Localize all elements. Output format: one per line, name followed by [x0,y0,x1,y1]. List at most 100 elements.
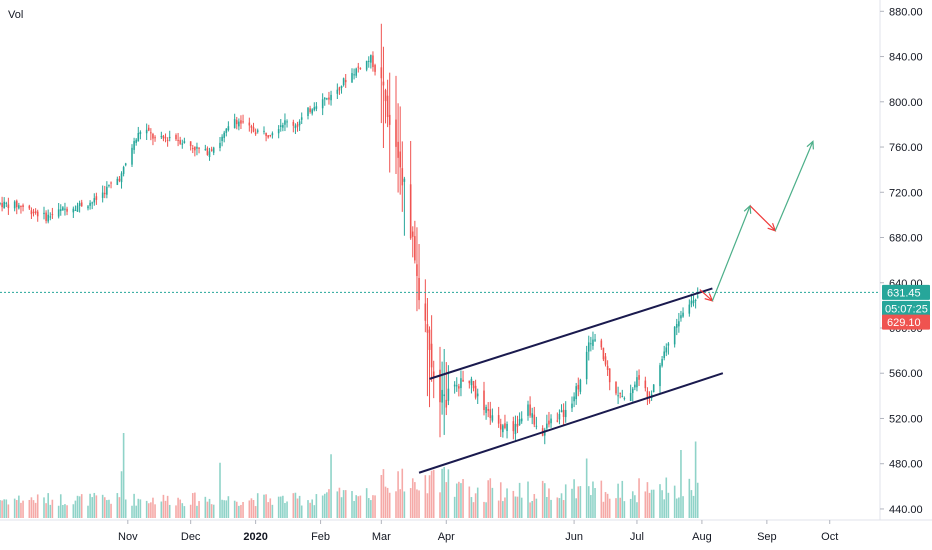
candle-body [575,386,577,400]
candle-body [550,418,552,424]
candle-body [296,124,299,127]
candle-body [313,107,316,111]
candle-body [485,406,487,413]
volume-bar [45,503,47,518]
channel-line-upper[interactable] [429,287,713,380]
volume-bar [688,478,691,518]
candle-body [590,343,592,345]
volume-bar [531,500,533,518]
volume-bar [311,499,313,518]
candle-body [338,87,341,91]
candle-body [265,132,267,136]
volume-bar [621,480,624,518]
candle-body [453,384,456,387]
candle-body [397,141,399,158]
volume-bar [447,469,450,518]
volume-bar [300,505,303,518]
candle-body [194,146,196,151]
candle-body [560,410,563,413]
volume-bar [101,494,104,518]
x-tick-label: 2020 [243,531,267,543]
volume-indicator-label[interactable]: Vol [8,9,23,21]
candle-body [675,323,678,328]
volume-bar [644,491,647,518]
candle-body [491,415,494,421]
volume-bar [558,498,561,518]
volume-bar [374,495,376,518]
candle-body [502,425,504,433]
volume-bar [418,490,420,518]
volume-bar [80,494,83,518]
candle-body [416,264,418,277]
candle-body [101,192,104,198]
volume-bar [147,503,150,518]
candle-body [154,137,156,139]
volume-bar [206,501,209,518]
candle-body [124,163,127,166]
projection-segment[interactable] [711,205,751,302]
candle-body [208,151,211,158]
volume-bar [168,504,171,518]
channel-line-lower[interactable] [418,372,724,474]
candle-body [571,403,573,409]
candle-body [587,342,590,352]
candle-body [34,211,37,213]
volume-bar [577,486,580,518]
candles-layer [0,23,699,445]
volume-bar [189,504,192,518]
candle-body [103,192,106,195]
volume-bar [372,495,374,518]
volume-bar [315,494,318,518]
candle-body [395,119,397,147]
volume-bar [110,503,112,518]
candle-body [351,73,353,83]
candle-body [22,205,24,208]
candle-body [504,423,506,429]
volume-bar [36,494,39,518]
candle-body [36,211,39,217]
volume-bar [18,495,20,518]
volume-bar [439,492,441,518]
drawings-layer[interactable] [418,140,814,474]
volume-bar [87,505,89,518]
candle-body [177,139,179,141]
candle-body [372,55,374,68]
volume-bar [520,497,523,518]
candle-body [330,94,332,101]
volume-bar [135,505,137,518]
y-axis[interactable]: 880.00840.00800.00760.00720.00680.00640.… [880,6,923,516]
candle-body [409,184,412,239]
candle-body [267,135,269,138]
candle-body [455,385,458,387]
candle-body [692,300,695,304]
candle-body [506,424,508,432]
candle-body [166,139,169,141]
candle-body [43,212,45,215]
volume-bar [590,495,592,518]
projection-segment[interactable] [749,205,776,232]
volume-bar [336,491,339,518]
volume-bar [292,493,295,518]
candle-body [315,106,318,109]
x-axis[interactable]: Nov Dec 2020 Feb Mar Apr Jun Jul Aug Sep Oct [118,520,838,543]
volume-bar [181,503,184,518]
volume-bar [154,504,156,518]
x-tick-label: Aug [692,531,712,543]
volume-bar [661,490,663,518]
volume-bar [533,494,536,518]
projection-segment[interactable] [774,141,814,231]
volume-bar [516,496,519,518]
candle-body [562,409,565,417]
projection-segment[interactable] [699,289,713,302]
volume-bar [59,494,62,518]
projection-arrowhead [806,140,814,150]
candle-body [66,208,68,212]
volume-bar [426,493,429,518]
volume-bar [162,494,165,518]
candle-body [164,137,167,139]
candle-body [298,121,301,126]
volume-bar [690,490,693,518]
volume-bar [76,495,79,518]
candle-body [152,134,154,139]
